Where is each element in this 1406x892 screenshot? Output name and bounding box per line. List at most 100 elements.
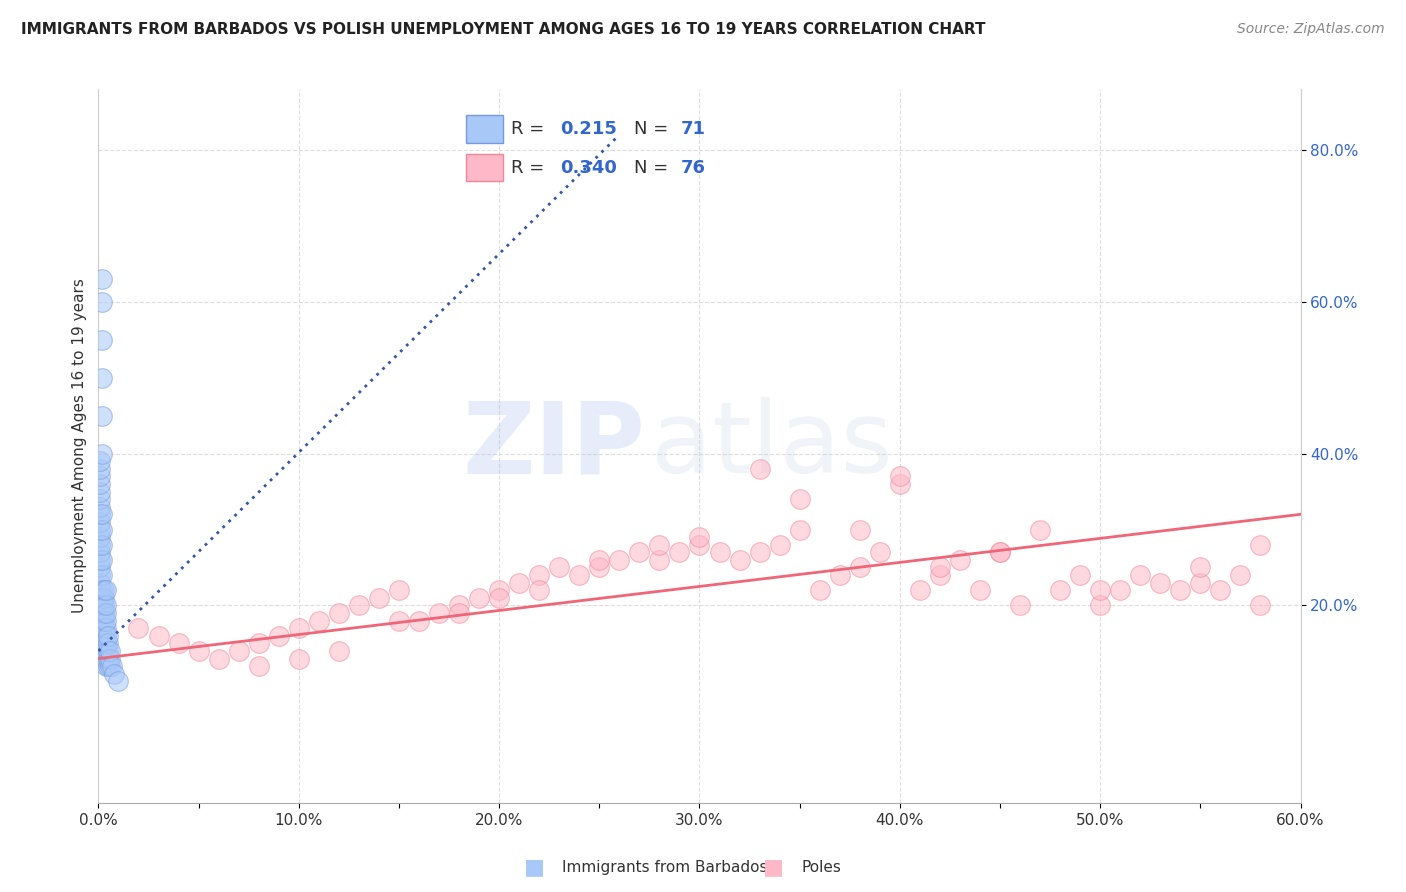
Point — [908, 583, 931, 598]
Point — [91, 272, 114, 286]
Point — [1088, 583, 1111, 598]
Point — [89, 462, 111, 476]
Point — [89, 508, 111, 522]
Point — [101, 659, 124, 673]
Point — [1170, 583, 1192, 598]
Point — [89, 568, 111, 582]
Point — [548, 560, 571, 574]
Point — [89, 523, 111, 537]
Point — [93, 614, 115, 628]
Point — [96, 659, 118, 673]
Point — [1109, 583, 1132, 598]
Point — [427, 606, 450, 620]
Point — [1189, 560, 1212, 574]
Point — [89, 553, 111, 567]
Point — [91, 447, 114, 461]
Point — [988, 545, 1011, 559]
Point — [808, 583, 831, 598]
Point — [167, 636, 190, 650]
Point — [889, 477, 911, 491]
Point — [100, 651, 122, 665]
Point — [89, 599, 111, 613]
Point — [748, 545, 770, 559]
Point — [91, 636, 114, 650]
Point — [1049, 583, 1071, 598]
Point — [96, 606, 118, 620]
Point — [89, 530, 111, 544]
Point — [93, 621, 115, 635]
Point — [91, 599, 114, 613]
Point — [91, 370, 114, 384]
Point — [288, 651, 311, 665]
Point — [869, 545, 891, 559]
Point — [247, 659, 270, 673]
Point — [89, 500, 111, 514]
Point — [568, 568, 591, 582]
Point — [588, 560, 610, 574]
Point — [447, 599, 470, 613]
Point — [628, 545, 651, 559]
Text: Immigrants from Barbados: Immigrants from Barbados — [562, 860, 768, 874]
Point — [529, 568, 551, 582]
Point — [187, 644, 209, 658]
Point — [96, 614, 118, 628]
Point — [929, 568, 952, 582]
Point — [1029, 523, 1052, 537]
Point — [648, 553, 671, 567]
Point — [89, 575, 111, 590]
Point — [408, 614, 430, 628]
Text: Poles: Poles — [801, 860, 841, 874]
Point — [93, 583, 115, 598]
Point — [91, 614, 114, 628]
Point — [97, 651, 120, 665]
Point — [97, 644, 120, 658]
Point — [91, 523, 114, 537]
Point — [91, 333, 114, 347]
Point — [347, 599, 370, 613]
Point — [91, 409, 114, 423]
Point — [89, 545, 111, 559]
Point — [668, 545, 690, 559]
Point — [96, 644, 118, 658]
Point — [1010, 599, 1032, 613]
Text: Source: ZipAtlas.com: Source: ZipAtlas.com — [1237, 22, 1385, 37]
Point — [208, 651, 231, 665]
Point — [1209, 583, 1232, 598]
Text: IMMIGRANTS FROM BARBADOS VS POLISH UNEMPLOYMENT AMONG AGES 16 TO 19 YEARS CORREL: IMMIGRANTS FROM BARBADOS VS POLISH UNEMP… — [21, 22, 986, 37]
Point — [1069, 568, 1091, 582]
Point — [148, 629, 170, 643]
Point — [91, 583, 114, 598]
Point — [89, 591, 111, 605]
Point — [688, 530, 710, 544]
Point — [91, 538, 114, 552]
Point — [849, 523, 872, 537]
Point — [308, 614, 330, 628]
Point — [709, 545, 731, 559]
Point — [91, 606, 114, 620]
Point — [929, 560, 952, 574]
Point — [1149, 575, 1171, 590]
Point — [328, 644, 350, 658]
Point — [93, 629, 115, 643]
Point — [728, 553, 751, 567]
Text: ZIP: ZIP — [463, 398, 645, 494]
Point — [447, 606, 470, 620]
Point — [89, 515, 111, 529]
Point — [1189, 575, 1212, 590]
Point — [91, 621, 114, 635]
Point — [93, 591, 115, 605]
Point — [100, 659, 122, 673]
Point — [89, 469, 111, 483]
Point — [388, 614, 411, 628]
Point — [89, 583, 111, 598]
Text: ■: ■ — [524, 857, 544, 877]
Point — [1088, 599, 1111, 613]
Point — [93, 599, 115, 613]
Point — [100, 644, 122, 658]
Point — [488, 583, 510, 598]
Point — [91, 591, 114, 605]
Point — [97, 629, 120, 643]
Point — [97, 659, 120, 673]
Point — [1250, 599, 1272, 613]
Point — [789, 492, 811, 507]
